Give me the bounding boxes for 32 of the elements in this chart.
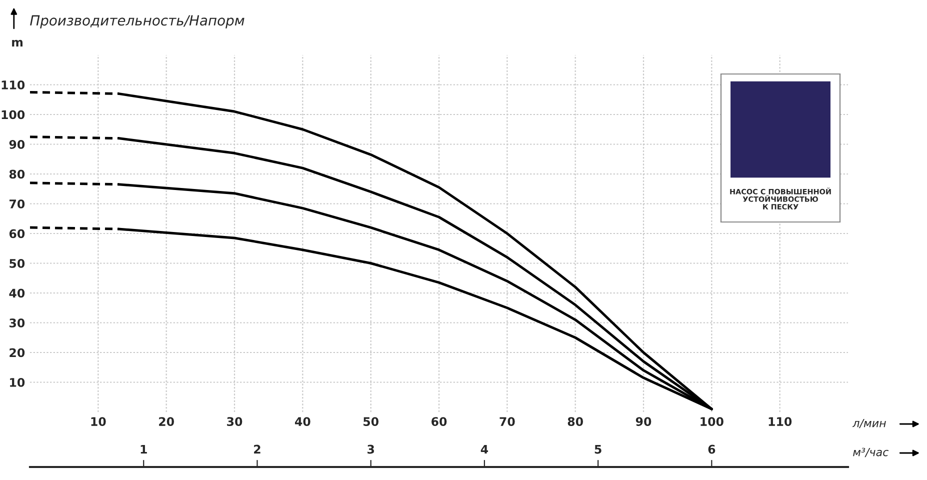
x-tick-label: 60 xyxy=(432,417,447,426)
y-tick-label: 70 xyxy=(10,199,25,208)
y-tick-label: 40 xyxy=(9,288,25,298)
x-tick-label: 80 xyxy=(568,417,583,426)
x-tick-label: 50 xyxy=(364,417,378,426)
x-axis-title: л/мин xyxy=(852,418,886,428)
x-tick-label: 20 xyxy=(159,417,174,426)
x-tick-label: 100 xyxy=(700,417,724,426)
y-tick-label: 100 xyxy=(2,110,25,120)
y-tick-label: 10 xyxy=(10,378,25,387)
x-tick-label: 70 xyxy=(500,417,515,426)
x-tick-label: 90 xyxy=(636,417,652,426)
y-tick-label: 20 xyxy=(10,348,25,358)
y-tick-label: 50 xyxy=(10,258,25,268)
x2-tick-label: 3 xyxy=(368,444,374,454)
x2-tick-label: 4 xyxy=(480,444,488,454)
x2-tick-label: 2 xyxy=(254,444,260,454)
x-tick-label: 40 xyxy=(294,417,310,426)
x-tick-label: 10 xyxy=(91,417,106,426)
x2-tick-label: 6 xyxy=(708,444,716,454)
y-tick-label: 60 xyxy=(9,229,25,238)
y-tick-label: 90 xyxy=(9,140,25,149)
y-axis-title: m xyxy=(12,40,22,46)
y-tick-label: 30 xyxy=(10,318,25,328)
x-tick-label: 30 xyxy=(227,417,242,426)
x2-tick-label: 1 xyxy=(140,444,147,454)
x2-tick-label: 5 xyxy=(594,444,602,454)
x-tick-label: 110 xyxy=(768,417,792,426)
chart-title: Производительность/Напорм xyxy=(30,15,244,28)
y-tick-label: 80 xyxy=(9,170,25,179)
y-tick-label: 110 xyxy=(2,80,25,90)
x2-axis-title: м³/час xyxy=(853,448,889,458)
